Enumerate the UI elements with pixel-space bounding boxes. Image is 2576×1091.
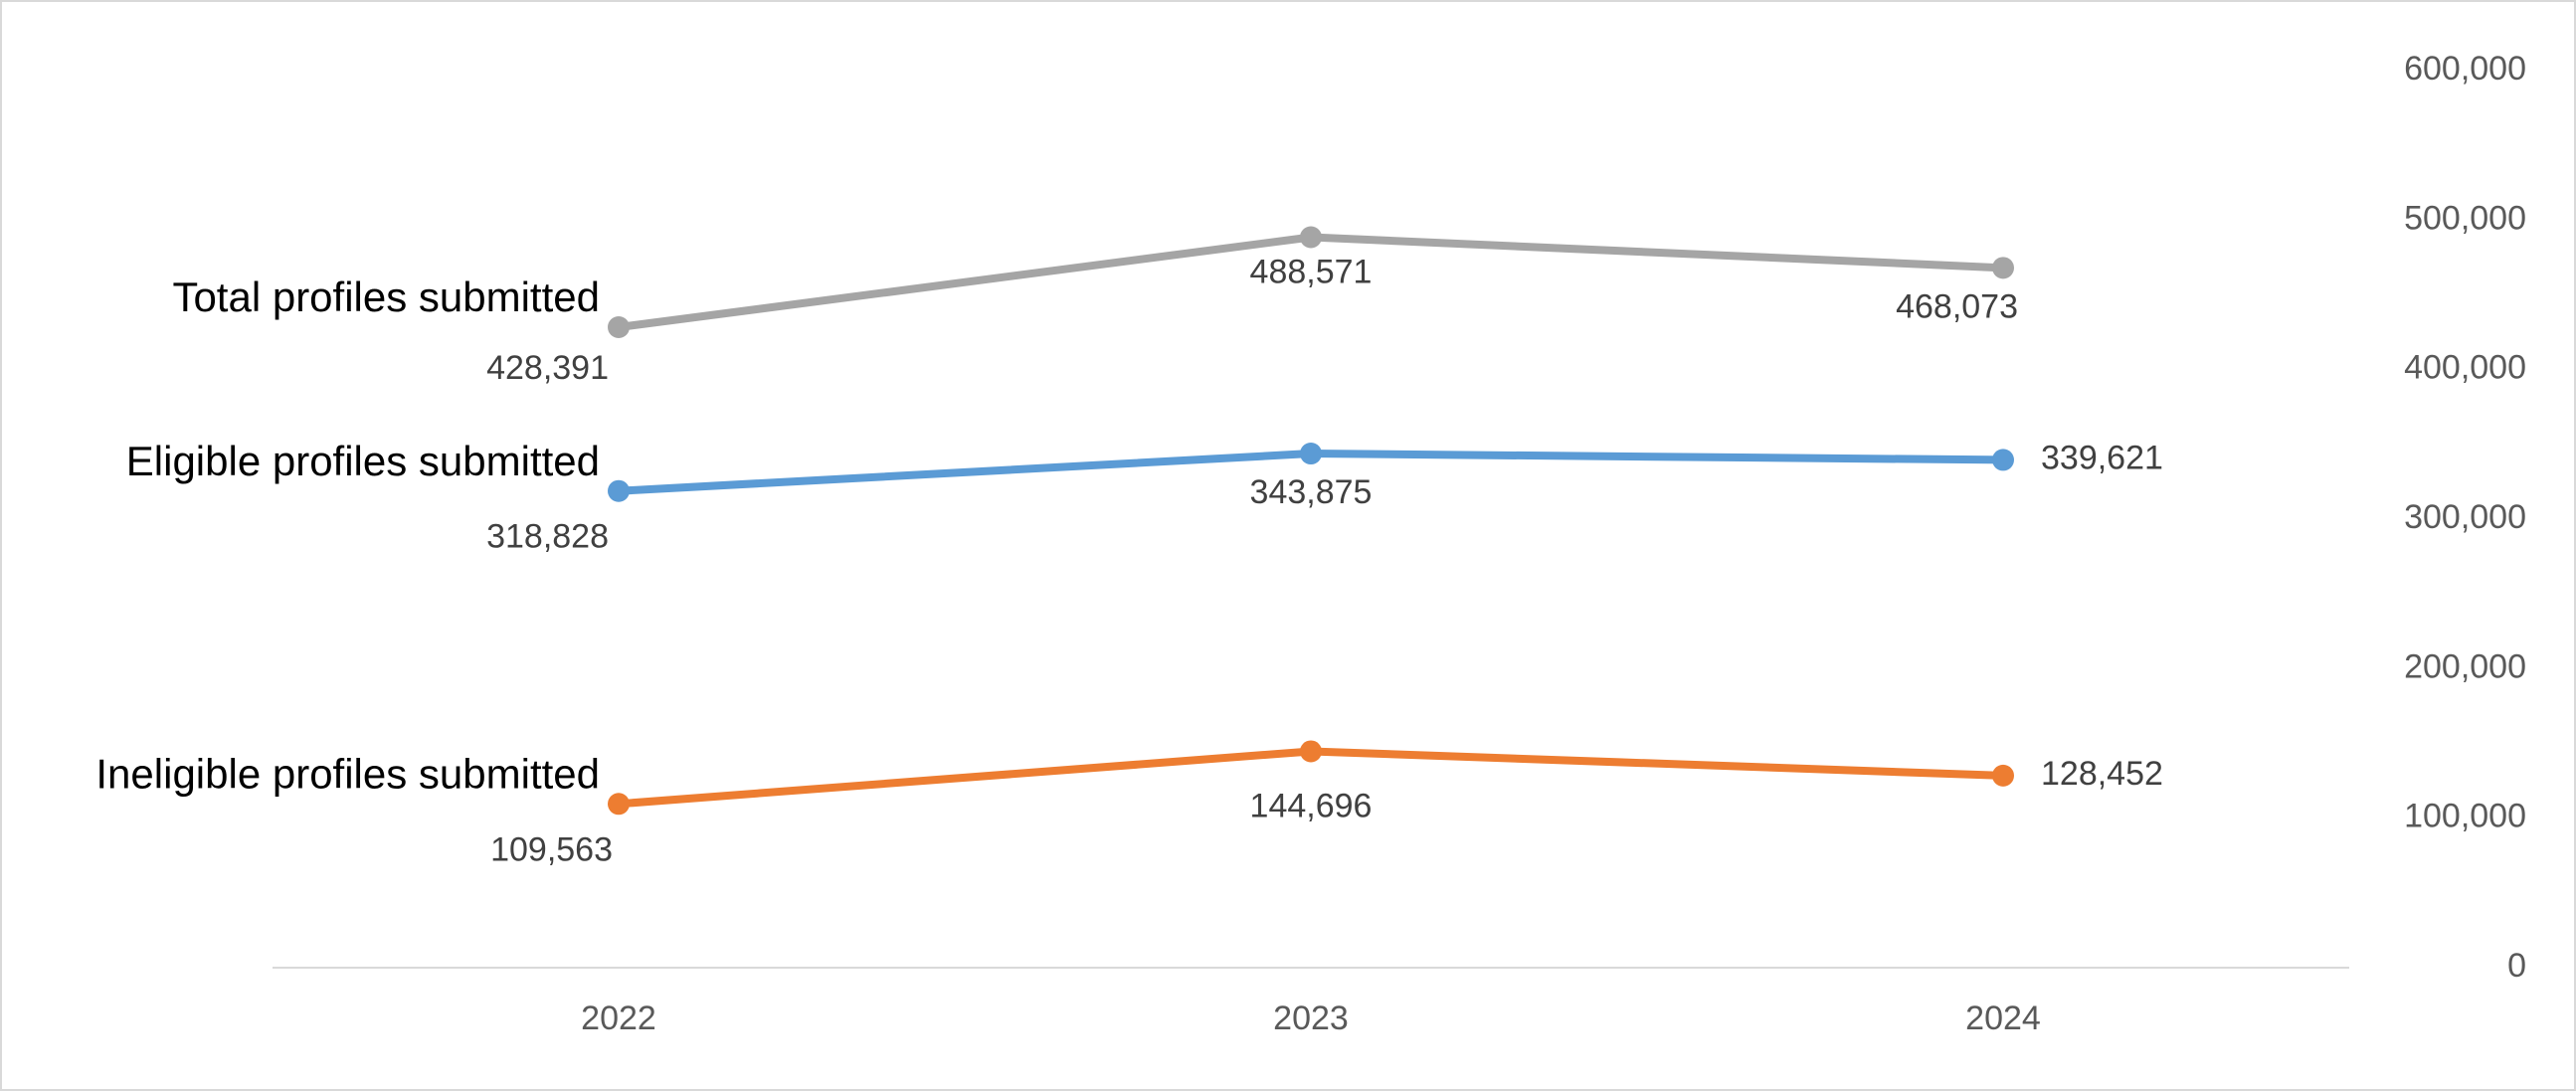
data-label: 428,391	[486, 349, 609, 387]
y-tick-label: 200,000	[2404, 647, 2526, 685]
series-label: Ineligible profiles submitted	[95, 750, 600, 797]
data-point	[1300, 740, 1322, 763]
data-label: 109,563	[490, 830, 613, 868]
y-tick-label: 500,000	[2404, 199, 2526, 237]
data-label: 468,073	[1896, 287, 2018, 325]
y-tick-label: 0	[2507, 947, 2526, 985]
data-point	[1300, 443, 1322, 465]
x-tick-label: 2024	[1965, 1000, 2041, 1037]
y-tick-label: 600,000	[2404, 50, 2526, 88]
data-point	[1992, 449, 2014, 471]
y-tick-label: 400,000	[2404, 349, 2526, 387]
data-label: 339,621	[2041, 439, 2163, 476]
data-point	[608, 315, 630, 338]
y-tick-label: 100,000	[2404, 798, 2526, 835]
data-label: 144,696	[1250, 787, 1373, 824]
data-point	[608, 479, 630, 502]
data-label: 488,571	[1250, 253, 1373, 290]
data-point	[1992, 257, 2014, 279]
data-point	[608, 793, 630, 816]
data-label: 343,875	[1250, 473, 1373, 511]
data-label: 128,452	[2041, 755, 2163, 793]
y-tick-label: 300,000	[2404, 498, 2526, 536]
series-label: Eligible profiles submitted	[126, 438, 600, 484]
series-label: Total profiles submitted	[172, 273, 600, 320]
data-label: 318,828	[486, 518, 609, 556]
x-tick-label: 2023	[1273, 1000, 1349, 1037]
data-point	[1300, 226, 1322, 249]
x-tick-label: 2022	[581, 1000, 656, 1037]
data-point	[1992, 764, 2014, 787]
